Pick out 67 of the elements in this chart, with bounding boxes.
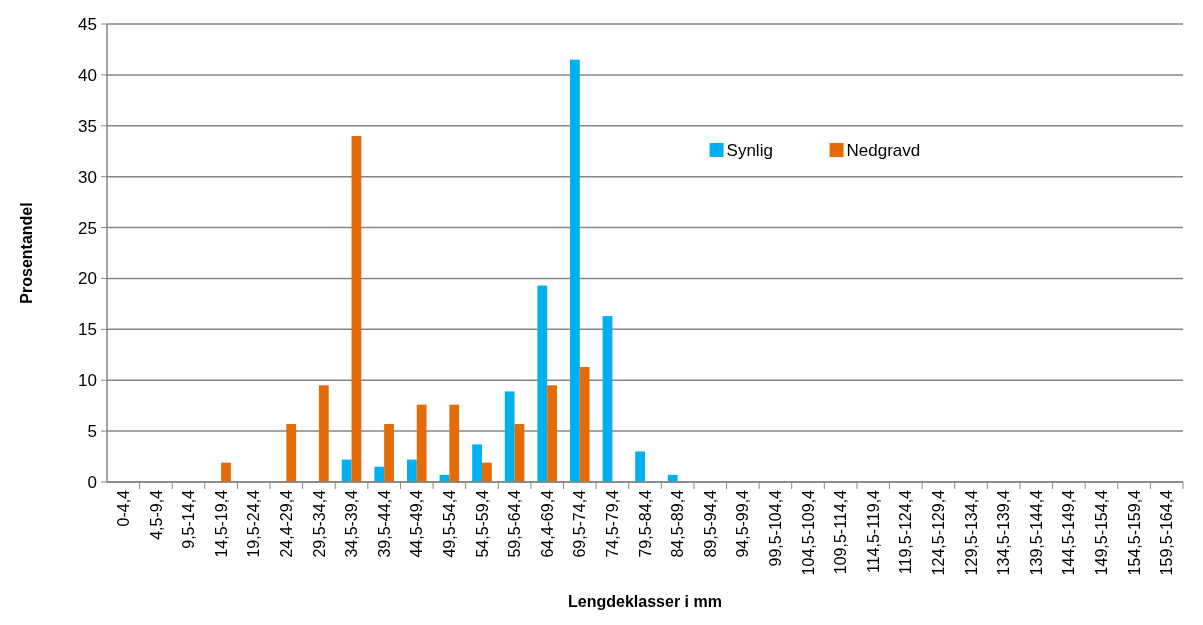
- bar: [318, 385, 329, 482]
- x-axis-title: Lengdeklasser i mm: [568, 593, 722, 610]
- y-tick-label: 15: [78, 320, 97, 340]
- y-tick-label: 40: [78, 65, 97, 85]
- x-tick-label: 89,5-94,4: [701, 489, 719, 558]
- bar: [384, 423, 394, 482]
- x-tick-label: 49,5-54,4: [440, 489, 458, 558]
- y-tick-label: 35: [78, 116, 97, 136]
- x-tick-label: 54,5-59,4: [473, 489, 491, 558]
- x-tick-label: 39,5-44,4: [375, 489, 393, 558]
- x-tick-label: 34,5-39,4: [343, 489, 361, 558]
- bar: [286, 423, 297, 482]
- y-tick-label: 45: [78, 14, 97, 34]
- x-tick-label: 19,5-24,4: [245, 489, 263, 558]
- x-tick-label: 29,5-34,4: [310, 489, 328, 558]
- y-tick-label: 10: [78, 371, 97, 391]
- bar: [351, 135, 362, 482]
- x-tick-label: 4,5-9,4: [147, 489, 165, 540]
- bar: [579, 366, 590, 482]
- bar: [406, 459, 417, 482]
- x-tick-label: 149,5-154,4: [1093, 489, 1111, 576]
- x-tick-label: 14,5-19,4: [212, 489, 230, 558]
- x-tick-label: 109,5-114,4: [832, 489, 850, 575]
- x-tick-label: 139,5-144,4: [1027, 489, 1045, 576]
- x-tick-label: 64,4-69,4: [538, 489, 556, 558]
- y-axis-title: Prosentandel: [18, 202, 35, 304]
- x-tick-label: 59,5-64,4: [506, 489, 524, 558]
- bar: [547, 385, 557, 482]
- x-tick-label: 84,5-89,4: [669, 489, 687, 558]
- bar: [514, 423, 525, 482]
- x-tick-label: 129,5-134,4: [962, 489, 980, 576]
- bar: [481, 462, 492, 482]
- bar: [472, 444, 482, 482]
- bar: [341, 459, 352, 482]
- x-tick-label: 0-4,4: [114, 489, 132, 527]
- bar: [602, 316, 613, 482]
- bar: [537, 285, 548, 482]
- x-tick-label: 99,5-104,4: [767, 489, 785, 567]
- y-tick-label: 25: [78, 218, 97, 238]
- bar: [221, 462, 231, 482]
- x-tick-label: 74,5-79,4: [603, 489, 621, 558]
- x-tick-label: 69,5-74,4: [571, 489, 589, 558]
- x-tick-label: 94,5-99,4: [734, 489, 752, 558]
- legend-label: Synlig: [726, 140, 773, 160]
- y-tick-label: 30: [78, 167, 97, 187]
- x-tick-label: 114,5-119,4: [864, 489, 882, 574]
- x-tick-label: 104,5-109,4: [799, 489, 817, 576]
- x-tick-label: 159,5-164,4: [1158, 489, 1176, 576]
- y-tick-label: 20: [78, 269, 97, 289]
- bar: [504, 391, 515, 482]
- bar: [570, 59, 580, 482]
- bar: [416, 404, 427, 482]
- x-tick-label: 79,5-84,4: [636, 489, 654, 558]
- x-tick-label: 154,5-159,4: [1125, 489, 1143, 576]
- x-tick-label: 134,5-139,4: [995, 489, 1013, 576]
- x-tick-label: 124,5-129,4: [930, 489, 948, 576]
- bar: [635, 451, 645, 482]
- x-tick-label: 144,5-149,4: [1060, 489, 1078, 576]
- x-tick-label: 9,5-14,4: [180, 489, 198, 549]
- y-tick-label: 0: [87, 472, 97, 492]
- bar: [449, 404, 460, 482]
- bar: [374, 466, 385, 482]
- legend-label: Nedgravd: [846, 140, 921, 160]
- y-tick-label: 5: [87, 422, 97, 442]
- x-tick-label: 119,5-124,4: [897, 489, 915, 575]
- x-tick-label: 44,5-49,4: [408, 489, 426, 558]
- x-tick-label: 24,4-29,4: [277, 489, 295, 558]
